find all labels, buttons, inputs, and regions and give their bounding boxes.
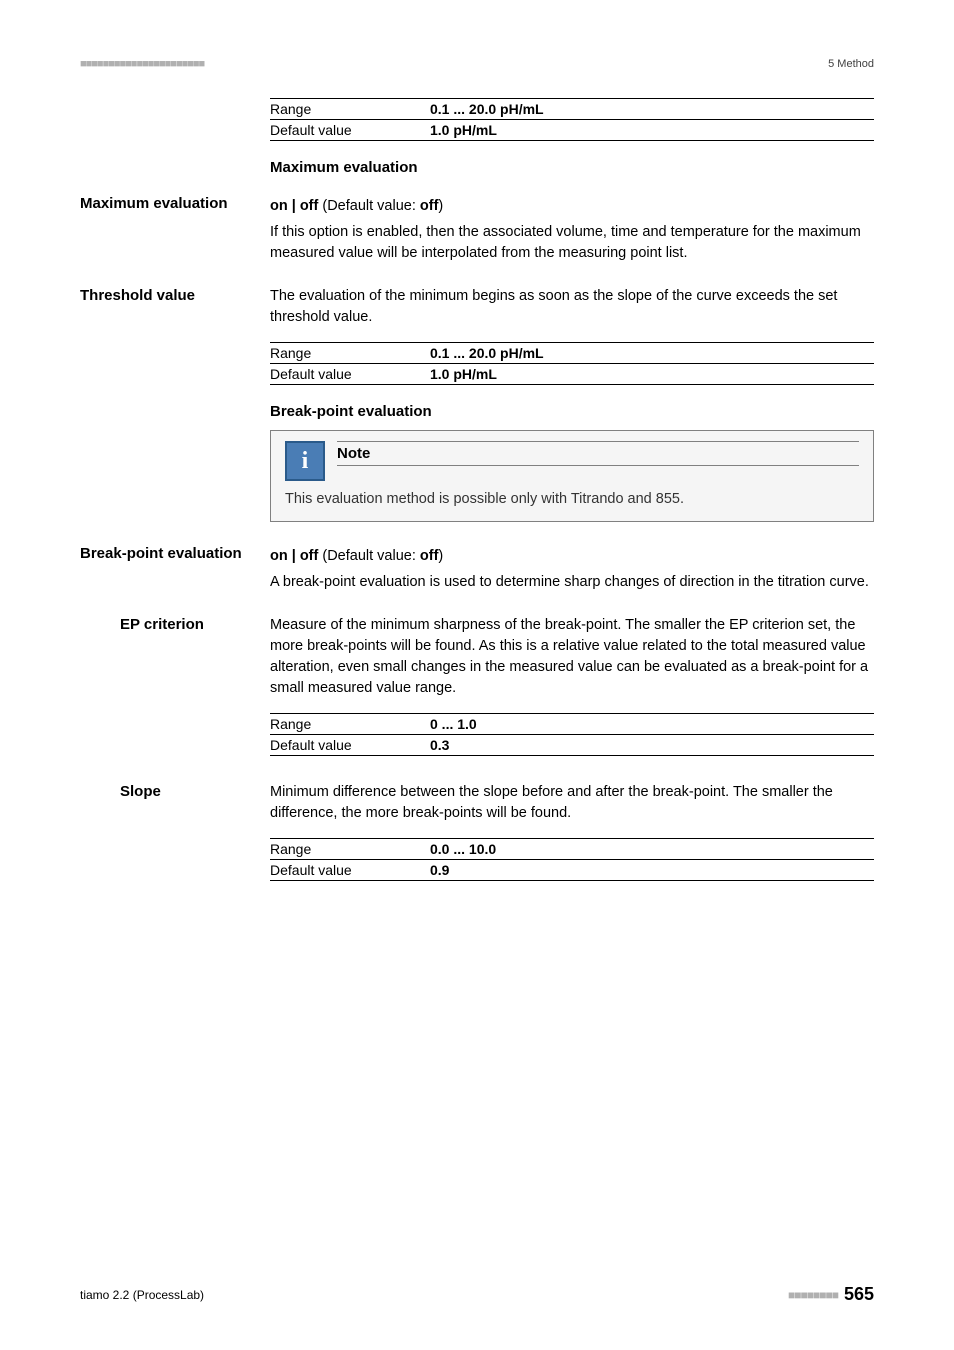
- onoff-value: off: [420, 198, 439, 214]
- page-footer: tiamo 2.2 (ProcessLab) ■■■■■■■■ 565: [80, 1284, 874, 1305]
- onoff-value: off: [420, 548, 439, 564]
- intro-spec-table: Range 0.1 ... 20.0 pH/mL Default value 1…: [270, 98, 874, 141]
- page-header: ■■■■■■■■■■■■■■■■■■■■■■ 5 Method: [80, 58, 874, 70]
- max-eval-body: If this option is enabled, then the asso…: [270, 222, 874, 264]
- header-section-label: 5 Method: [828, 58, 874, 70]
- break-point-heading: Break-point evaluation: [270, 403, 874, 420]
- threshold-side-label: Threshold value: [80, 286, 270, 306]
- default-label: Default value: [270, 122, 430, 138]
- default-value: 0.3: [430, 737, 449, 753]
- onoff-suffix: ): [438, 198, 443, 214]
- range-value: 0.1 ... 20.0 pH/mL: [430, 345, 544, 361]
- ep-criterion-spec-table: Range 0 ... 1.0 Default value 0.3: [270, 713, 874, 756]
- ep-criterion-body: Measure of the minimum sharpness of the …: [270, 615, 874, 699]
- break-point-onoff: on | off (Default value: off): [270, 548, 874, 564]
- range-value: 0 ... 1.0: [430, 716, 477, 732]
- footer-dots: ■■■■■■■■: [788, 1288, 838, 1302]
- onoff-mid: (Default value:: [318, 198, 420, 214]
- ep-criterion-side-label: EP criterion: [120, 615, 270, 635]
- page-number: 565: [844, 1284, 874, 1305]
- footer-product: tiamo 2.2 (ProcessLab): [80, 1288, 204, 1302]
- max-eval-side-label: Maximum evaluation: [80, 194, 270, 214]
- note-title: Note: [337, 445, 859, 462]
- note-text: This evaluation method is possible only …: [285, 491, 859, 507]
- range-label: Range: [270, 841, 430, 857]
- range-value: 0.0 ... 10.0: [430, 841, 496, 857]
- default-label: Default value: [270, 862, 430, 878]
- range-label: Range: [270, 716, 430, 732]
- max-eval-onoff: on | off (Default value: off): [270, 198, 874, 214]
- info-icon: i: [285, 441, 325, 481]
- onoff-prefix: on | off: [270, 198, 318, 214]
- range-label: Range: [270, 101, 430, 117]
- break-point-body: A break-point evaluation is used to dete…: [270, 572, 874, 593]
- slope-spec-table: Range 0.0 ... 10.0 Default value 0.9: [270, 838, 874, 881]
- range-label: Range: [270, 345, 430, 361]
- default-label: Default value: [270, 366, 430, 382]
- default-value: 1.0 pH/mL: [430, 122, 497, 138]
- default-value: 0.9: [430, 862, 449, 878]
- default-label: Default value: [270, 737, 430, 753]
- header-dots: ■■■■■■■■■■■■■■■■■■■■■■: [80, 58, 204, 70]
- onoff-prefix: on | off: [270, 548, 318, 564]
- onoff-mid: (Default value:: [318, 548, 420, 564]
- range-value: 0.1 ... 20.0 pH/mL: [430, 101, 544, 117]
- slope-side-label: Slope: [120, 782, 270, 802]
- max-eval-heading: Maximum evaluation: [270, 159, 874, 176]
- onoff-suffix: ): [438, 548, 443, 564]
- page: ■■■■■■■■■■■■■■■■■■■■■■ 5 Method Range 0.…: [0, 0, 954, 1350]
- default-value: 1.0 pH/mL: [430, 366, 497, 382]
- threshold-body: The evaluation of the minimum begins as …: [270, 286, 874, 328]
- slope-body: Minimum difference between the slope bef…: [270, 782, 874, 824]
- threshold-spec-table: Range 0.1 ... 20.0 pH/mL Default value 1…: [270, 342, 874, 385]
- note-box: i Note This evaluation method is possibl…: [270, 430, 874, 522]
- break-point-side-label: Break-point evaluation: [80, 544, 270, 564]
